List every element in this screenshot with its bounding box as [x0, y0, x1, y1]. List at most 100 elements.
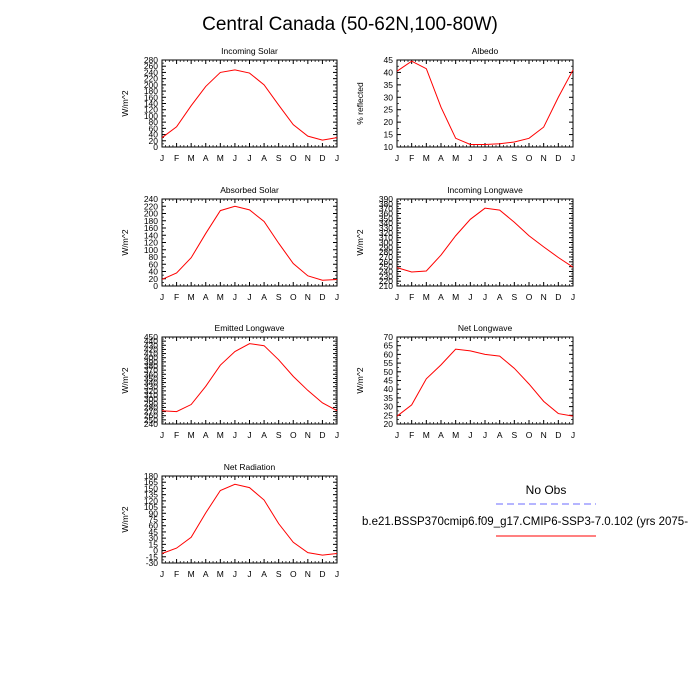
x-tick-label: F [174, 569, 179, 579]
y-tick-label: 380 [144, 361, 158, 371]
y-axis-label: W/m^2 [120, 229, 130, 255]
y-tick-label: 240 [379, 267, 393, 277]
x-tick-label: O [526, 153, 533, 163]
x-tick-label: J [160, 153, 164, 163]
x-tick-label: A [497, 153, 503, 163]
x-tick-label: M [188, 153, 195, 163]
x-tick-label: M [423, 153, 430, 163]
y-tick-label: 25 [384, 410, 394, 420]
y-tick-label: 300 [144, 394, 158, 404]
x-tick-label: M [188, 292, 195, 302]
y-tick-label: 20 [149, 274, 159, 284]
x-tick-label: J [335, 430, 339, 440]
y-tick-label: 45 [149, 527, 159, 537]
y-axis-label: W/m^2 [120, 506, 130, 532]
x-tick-label: J [483, 292, 487, 302]
x-tick-label: J [395, 153, 399, 163]
y-tick-label: 360 [144, 369, 158, 379]
y-tick-label: 390 [144, 357, 158, 367]
y-tick-label: 450 [144, 332, 158, 342]
x-tick-label: D [555, 430, 561, 440]
y-tick-label: 20 [149, 136, 159, 146]
y-tick-label: 45 [384, 376, 394, 386]
x-tick-label: F [409, 292, 414, 302]
x-tick-label: A [261, 153, 267, 163]
y-tick-label: 65 [384, 341, 394, 351]
x-tick-label: M [188, 569, 195, 579]
x-tick-label: A [497, 430, 503, 440]
y-tick-label: 120 [144, 238, 158, 248]
x-tick-label: F [409, 153, 414, 163]
y-tick-label: 270 [144, 407, 158, 417]
x-tick-label: D [555, 153, 561, 163]
y-tick-label: 160 [144, 223, 158, 233]
panel-title: Incoming Longwave [447, 185, 523, 195]
x-tick-label: M [423, 430, 430, 440]
y-tick-label: 250 [144, 415, 158, 425]
y-tick-label: 220 [144, 74, 158, 84]
y-tick-label: 80 [149, 117, 159, 127]
y-tick-label: 180 [144, 86, 158, 96]
y-tick-label: 230 [379, 271, 393, 281]
x-tick-label: J [483, 430, 487, 440]
x-tick-label: A [261, 569, 267, 579]
x-tick-label: O [526, 292, 533, 302]
y-tick-label: 330 [379, 223, 393, 233]
panel-title: Albedo [472, 46, 499, 56]
y-tick-label: 300 [379, 238, 393, 248]
y-tick-label: 35 [384, 80, 394, 90]
y-tick-label: 440 [144, 336, 158, 346]
y-tick-label: 140 [144, 99, 158, 109]
y-tick-label: 240 [144, 67, 158, 77]
x-tick-label: N [541, 153, 547, 163]
x-tick-label: J [468, 292, 472, 302]
x-tick-label: J [483, 153, 487, 163]
x-tick-label: O [290, 430, 297, 440]
x-tick-label: M [452, 153, 459, 163]
x-tick-label: D [319, 153, 325, 163]
x-tick-label: J [335, 569, 339, 579]
y-tick-label: 15 [149, 539, 159, 549]
x-tick-label: J [335, 292, 339, 302]
x-tick-label: J [395, 292, 399, 302]
x-tick-label: J [571, 153, 575, 163]
y-tick-label: 165 [144, 477, 158, 487]
y-tick-label: 240 [144, 419, 158, 429]
y-tick-label: 240 [144, 194, 158, 204]
y-tick-label: 380 [379, 199, 393, 209]
panel-title: Net Radiation [224, 462, 276, 472]
x-tick-label: A [438, 292, 444, 302]
x-tick-label: M [217, 153, 224, 163]
x-tick-label: S [276, 569, 282, 579]
x-tick-label: A [203, 292, 209, 302]
y-tick-label: 180 [144, 471, 158, 481]
legend-obs-label: No Obs [526, 483, 567, 497]
y-tick-label: 90 [149, 508, 159, 518]
x-tick-label: J [233, 153, 237, 163]
x-tick-label: O [290, 153, 297, 163]
y-tick-label: 150 [144, 483, 158, 493]
y-axis-label: W/m^2 [120, 90, 130, 116]
x-tick-label: F [174, 430, 179, 440]
y-tick-label: 30 [384, 92, 394, 102]
x-tick-label: A [497, 292, 503, 302]
y-tick-label: 200 [144, 80, 158, 90]
y-tick-label: 340 [144, 378, 158, 388]
y-tick-label: 320 [379, 228, 393, 238]
x-tick-label: M [452, 430, 459, 440]
y-axis-label: W/m^2 [355, 367, 365, 393]
x-tick-label: A [438, 430, 444, 440]
x-tick-label: J [160, 292, 164, 302]
y-tick-label: 410 [144, 349, 158, 359]
x-tick-label: D [555, 292, 561, 302]
x-tick-label: N [305, 569, 311, 579]
y-tick-label: 280 [379, 247, 393, 257]
x-tick-label: D [319, 292, 325, 302]
y-tick-label: 75 [149, 515, 159, 525]
y-tick-label: 320 [144, 386, 158, 396]
y-tick-label: 30 [384, 402, 394, 412]
x-tick-label: J [233, 430, 237, 440]
